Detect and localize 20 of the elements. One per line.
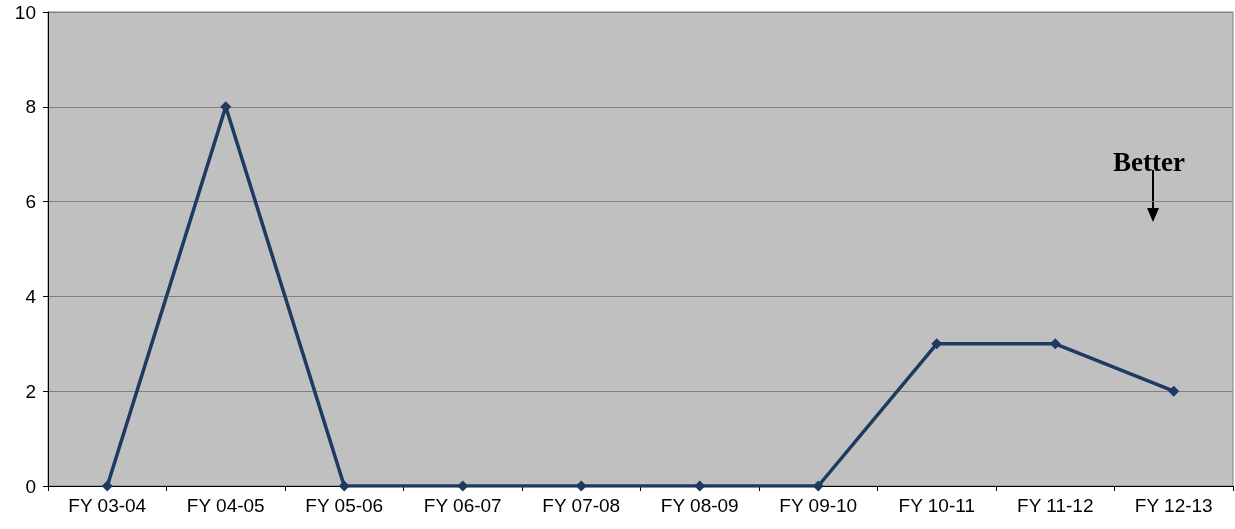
annotation: Better: [1113, 146, 1185, 177]
x-tick-label: FY 11-12: [1017, 495, 1094, 516]
x-tick-label: FY 07-08: [542, 495, 621, 516]
x-tick-label: FY 10-11: [898, 495, 975, 516]
y-tick-label: 0: [25, 475, 36, 497]
y-tick-label: 2: [25, 380, 36, 402]
x-tick-label: FY 03-04: [68, 495, 147, 516]
x-tick-label: FY 08-09: [660, 495, 739, 516]
y-tick-label: 8: [25, 96, 36, 118]
y-tick-label: 4: [25, 285, 37, 307]
point: [1168, 385, 1180, 397]
y-tick-label: 6: [25, 191, 36, 213]
y-tick-label: 10: [14, 1, 36, 23]
x-tick-label: FY 05-06: [305, 495, 384, 516]
point: [338, 480, 350, 492]
x-tick-label: FY 04-05: [186, 495, 265, 516]
point: [101, 480, 113, 492]
x-tick-label: FY 09-10: [779, 495, 858, 516]
x-tick-label: FY 06-07: [423, 495, 502, 516]
x-tick-label: FY 12-13: [1134, 495, 1213, 516]
